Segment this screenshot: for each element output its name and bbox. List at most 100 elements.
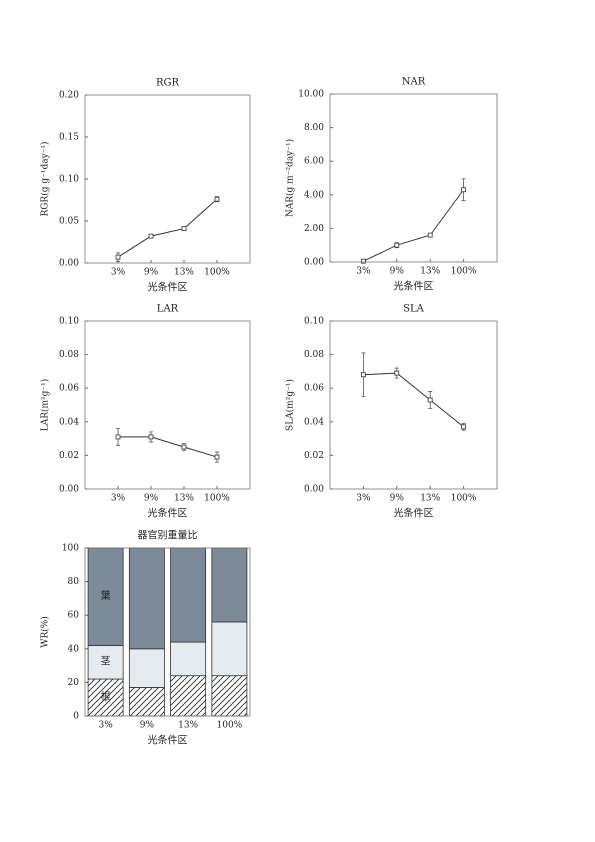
y-axis-label: RGR(g g⁻¹day⁻¹) <box>40 141 51 216</box>
marker <box>115 254 121 260</box>
plot-frame <box>84 94 251 264</box>
bar-segment <box>128 547 165 650</box>
y-tick-label: 0.02 <box>304 451 324 461</box>
x-tick-label: 9% <box>140 721 155 731</box>
y-tick-label: 0.06 <box>59 384 79 394</box>
x-axis-label: 光条件区 <box>148 281 188 294</box>
x-tick-label: 9% <box>390 494 405 504</box>
y-tick-label: 2.00 <box>304 224 324 234</box>
y-tick-label: 0.00 <box>304 485 324 495</box>
y-axis-label: SLA(m²g⁻¹) <box>285 379 296 431</box>
x-axis-label: 光条件区 <box>148 507 188 520</box>
bar-segment <box>87 678 124 717</box>
segment-label: 葉 <box>101 589 111 602</box>
y-tick-label: 10.00 <box>298 90 324 100</box>
y-tick-label: 0.10 <box>59 175 79 185</box>
bar-segment <box>211 621 248 677</box>
y-tick-label: 20 <box>68 678 80 688</box>
chart-title: RGR <box>156 78 180 89</box>
y-tick-label: 8.00 <box>304 123 324 133</box>
y-tick-label: 6.00 <box>304 157 324 167</box>
line <box>117 198 218 258</box>
y-tick-label: 0.10 <box>59 317 79 327</box>
marker <box>148 434 154 440</box>
x-tick-label: 100% <box>204 268 230 278</box>
y-tick-label: 0.10 <box>304 317 324 327</box>
x-tick-label: 3% <box>111 268 126 278</box>
x-tick-label: 13% <box>174 494 194 504</box>
marker <box>214 196 220 202</box>
line <box>118 436 218 458</box>
segment-label: 根 <box>101 690 111 703</box>
y-tick-label: 0.05 <box>59 217 79 227</box>
chart-title: LAR <box>157 304 179 315</box>
x-tick-label: 13% <box>420 494 440 504</box>
marker <box>461 187 467 193</box>
x-axis-label: 光条件区 <box>394 507 434 520</box>
bar-segment <box>128 648 165 688</box>
marker <box>115 434 121 440</box>
bar-segment <box>128 687 165 717</box>
x-tick-label: 13% <box>174 268 194 278</box>
marker <box>394 370 400 376</box>
y-tick-label: 40 <box>68 644 80 654</box>
plot-frame <box>84 320 251 490</box>
x-tick-label: 100% <box>217 721 243 731</box>
x-tick-label: 100% <box>204 494 230 504</box>
x-axis-label: 光条件区 <box>148 734 188 747</box>
chart-title: NAR <box>402 77 426 88</box>
x-tick-label: 3% <box>98 721 113 731</box>
x-tick-label: 3% <box>356 494 371 504</box>
x-tick-label: 13% <box>178 721 198 731</box>
y-tick-label: 0.04 <box>59 417 79 427</box>
y-tick-label: 60 <box>68 611 80 621</box>
y-axis-label: NAR(g m⁻²day⁻¹) <box>285 139 296 217</box>
y-axis-label: LAR(m²g⁻¹) <box>40 379 51 432</box>
line <box>363 372 464 428</box>
x-tick-label: 100% <box>451 267 477 277</box>
plot-frame <box>329 93 498 263</box>
segment-label: 茎 <box>101 656 111 668</box>
y-tick-label: 0 <box>73 712 79 722</box>
y-tick-label: 0.02 <box>59 451 79 461</box>
y-axis-label: WR(%) <box>40 616 51 648</box>
y-tick-label: 80 <box>68 577 80 587</box>
plot-frame <box>84 547 251 717</box>
marker <box>148 233 154 239</box>
marker <box>427 232 433 238</box>
x-tick-label: 3% <box>111 494 126 504</box>
marker <box>181 444 187 450</box>
y-tick-label: 0.08 <box>304 350 324 360</box>
y-tick-label: 0.20 <box>59 91 79 101</box>
bar-segment <box>170 547 207 643</box>
marker <box>394 242 400 248</box>
y-tick-label: 0.06 <box>304 384 324 394</box>
plot-frame <box>329 320 498 490</box>
x-tick-label: 9% <box>390 267 405 277</box>
chart-title: 器官别重量比 <box>138 529 198 542</box>
marker <box>214 454 220 460</box>
chart-title: SLA <box>403 304 424 315</box>
y-tick-label: 0.08 <box>59 350 79 360</box>
marker <box>461 424 467 430</box>
y-tick-label: 100 <box>62 544 79 554</box>
marker <box>360 372 366 378</box>
x-axis-label: 光条件区 <box>394 280 434 293</box>
marker <box>181 226 187 231</box>
x-tick-label: 9% <box>144 494 159 504</box>
y-tick-label: 0.00 <box>59 485 79 495</box>
x-tick-label: 13% <box>420 267 440 277</box>
bar-segment <box>170 675 207 717</box>
bar-segment <box>87 547 124 646</box>
marker <box>360 258 366 264</box>
y-tick-label: 0.04 <box>304 417 324 427</box>
y-tick-label: 0.15 <box>59 133 79 143</box>
x-tick-label: 100% <box>451 494 477 504</box>
x-tick-label: 3% <box>356 267 371 277</box>
bar-segment <box>170 641 207 677</box>
y-tick-label: 0.00 <box>304 258 324 268</box>
bar-segment <box>211 675 248 717</box>
bar-segment <box>211 547 248 623</box>
marker <box>427 397 433 403</box>
bar-segment <box>87 645 124 680</box>
